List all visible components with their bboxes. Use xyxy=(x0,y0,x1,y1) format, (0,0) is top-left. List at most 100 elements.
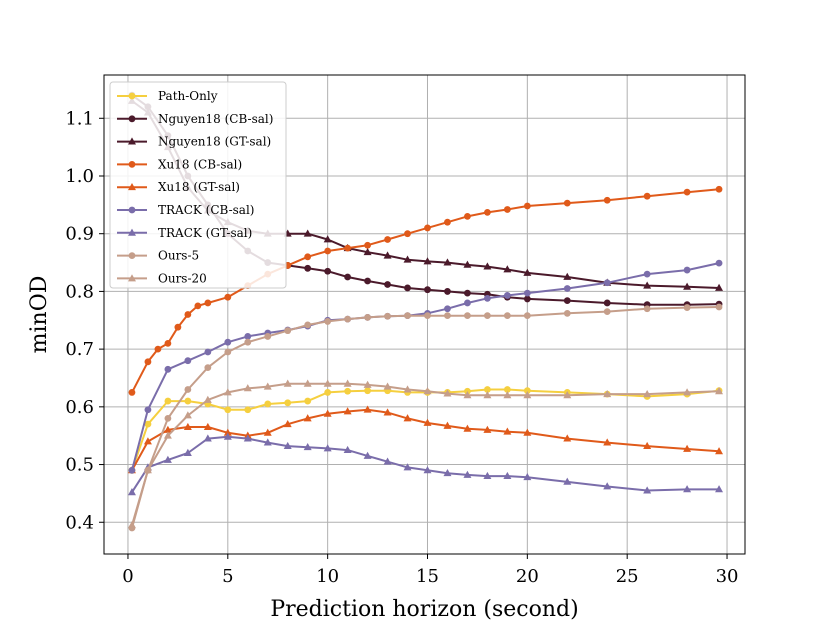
data-point xyxy=(404,230,411,238)
data-point xyxy=(464,312,471,320)
data-point xyxy=(174,323,182,331)
data-point xyxy=(403,255,412,263)
data-point xyxy=(243,434,252,442)
y-tick-label: 0.8 xyxy=(65,281,94,302)
data-point xyxy=(224,338,232,346)
data-point xyxy=(424,224,431,232)
legend: Path-Only Nguyen18 (CB-sal) Nguyen18 (GT-s… xyxy=(109,81,287,289)
data-point xyxy=(715,387,724,395)
series-xu18-gt-sal xyxy=(127,405,724,474)
data-point xyxy=(163,455,172,463)
data-point xyxy=(463,260,472,268)
legend-label: TRACK (CB-sal) xyxy=(158,203,254,217)
data-point xyxy=(184,357,192,365)
data-point xyxy=(683,388,692,396)
data-point xyxy=(523,391,532,399)
series-line xyxy=(131,382,720,526)
data-point xyxy=(563,272,572,280)
data-point xyxy=(715,447,724,455)
data-point xyxy=(324,267,332,275)
legend-label: Nguyen18 (CB-sal) xyxy=(158,112,273,126)
data-point xyxy=(523,473,532,481)
data-point xyxy=(444,312,451,320)
data-point xyxy=(304,253,312,261)
y-tick-label: 0.4 xyxy=(65,512,94,533)
data-point xyxy=(324,247,332,255)
data-point xyxy=(643,486,652,494)
x-tick-label: 0 xyxy=(122,566,133,587)
data-point xyxy=(304,397,312,405)
data-point xyxy=(263,428,272,436)
data-point xyxy=(383,457,392,465)
data-point xyxy=(423,257,432,265)
data-point xyxy=(464,289,471,297)
data-point xyxy=(164,365,172,373)
data-point xyxy=(264,400,272,408)
data-point xyxy=(323,235,332,243)
legend-item: TRACK (GT-sal) xyxy=(117,226,252,240)
data-point xyxy=(163,425,172,433)
x-axis-label: Prediction horizon (second) xyxy=(270,597,578,622)
legend-label: Ours-5 xyxy=(158,249,199,263)
data-point xyxy=(303,379,312,387)
series-path-only xyxy=(128,386,723,474)
data-point xyxy=(183,422,192,430)
data-point xyxy=(364,277,371,285)
data-point xyxy=(715,283,724,291)
legend-item: Xu18 (GT-sal) xyxy=(117,180,240,194)
axis-ticks: 0 5 10 15 20 25 30 0.4 0.5 0.6 0.7 0.8 0.9 1.0 1.1 xyxy=(65,108,738,587)
data-point xyxy=(443,421,452,429)
data-point xyxy=(204,364,212,371)
data-point xyxy=(563,297,571,305)
data-point xyxy=(263,438,272,446)
data-point xyxy=(483,471,492,480)
legend-marker xyxy=(128,252,136,259)
data-point xyxy=(503,471,512,480)
data-point xyxy=(463,424,472,432)
data-point xyxy=(143,437,152,445)
data-point xyxy=(715,259,723,267)
legend-marker xyxy=(128,206,136,214)
data-point xyxy=(127,520,136,529)
data-point xyxy=(503,312,511,320)
legend-item: Nguyen18 (CB-sal) xyxy=(117,112,273,126)
data-point xyxy=(203,395,212,403)
y-tick-label: 1.0 xyxy=(65,166,94,187)
data-point xyxy=(344,315,352,323)
data-point xyxy=(483,425,492,433)
data-point xyxy=(194,302,202,310)
legend-item: Nguyen18 (GT-sal) xyxy=(117,135,271,149)
data-point xyxy=(144,420,152,428)
y-tick-label: 0.6 xyxy=(65,397,94,418)
data-point xyxy=(283,441,292,450)
x-tick-label: 10 xyxy=(316,566,339,587)
data-point xyxy=(363,380,372,388)
data-point xyxy=(484,312,491,320)
data-point xyxy=(563,391,572,399)
data-point xyxy=(643,441,652,450)
data-point xyxy=(503,391,512,399)
data-point xyxy=(384,312,391,320)
data-point xyxy=(603,482,612,490)
data-point xyxy=(444,305,451,313)
x-tick-label: 25 xyxy=(616,566,639,587)
data-point xyxy=(164,339,172,347)
data-point xyxy=(263,382,272,390)
data-point xyxy=(603,196,611,204)
data-point xyxy=(224,293,232,301)
series-line xyxy=(131,408,720,471)
data-point xyxy=(503,292,511,299)
plot-frame xyxy=(103,74,746,555)
data-point xyxy=(424,312,431,320)
x-tick-label: 15 xyxy=(416,566,439,587)
data-point xyxy=(223,388,232,396)
data-point xyxy=(483,262,492,270)
data-point xyxy=(364,313,371,321)
data-point xyxy=(184,386,192,393)
data-point xyxy=(344,387,352,395)
data-point xyxy=(243,384,252,392)
data-point xyxy=(464,212,471,220)
legend-label: TRACK (GT-sal) xyxy=(158,226,252,240)
legend-label: Path-Only xyxy=(158,89,218,103)
data-point xyxy=(424,286,431,294)
